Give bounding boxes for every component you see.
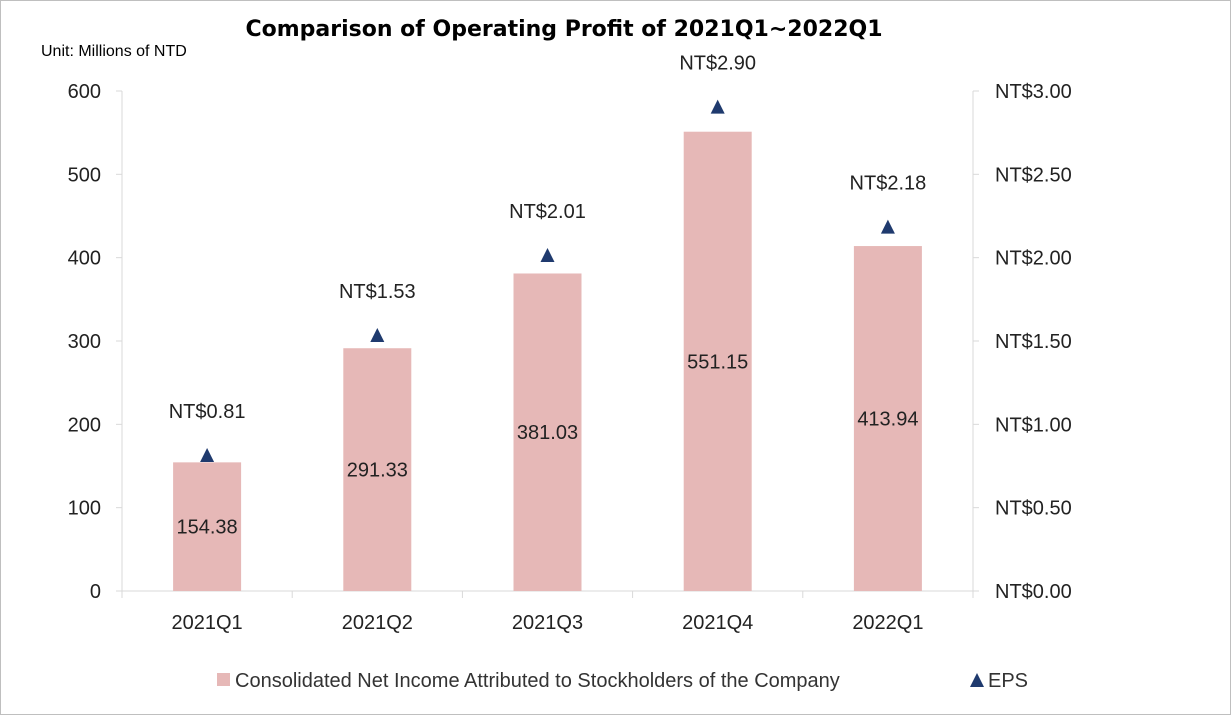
eps-marker [880, 219, 895, 234]
left-axis-tick-label: 100 [68, 498, 101, 520]
left-axis-tick-label: 200 [68, 414, 101, 436]
bar-value-label: 413.94 [857, 409, 918, 431]
eps-series: NT$0.81 NT$1.53 NT$2.01 NT$2.90 NT$2.18 [169, 53, 927, 462]
eps-value-label: NT$2.90 [679, 53, 756, 75]
x-axis-tick-label: 2021Q2 [342, 612, 413, 634]
right-axis-tick-label: NT$2.00 [995, 248, 1072, 270]
eps-marker [370, 328, 385, 342]
x-axis-tick-label: 2022Q1 [852, 612, 923, 634]
legend-label-net-income: Consolidated Net Income Attributed to St… [235, 670, 840, 692]
legend: Consolidated Net Income Attributed to St… [217, 670, 1028, 692]
left-axis-tick-label: 0 [90, 581, 101, 603]
bar-series: 154.38 291.33 381.03 551.15 413.94 [173, 131, 922, 592]
bar-value-label: 551.15 [687, 351, 748, 373]
right-axis-tick-label: NT$0.00 [995, 581, 1072, 603]
eps-marker [710, 99, 725, 114]
legend-swatch-net-income [217, 673, 230, 686]
left-axis-tick-label: 300 [68, 331, 101, 353]
eps-value-label: NT$0.81 [169, 401, 246, 423]
right-axis-tick-label: NT$3.00 [995, 81, 1072, 103]
left-axis-tick-label: 500 [68, 164, 101, 186]
chart-title: Comparison of Operating Profit of 2021Q1… [245, 17, 882, 42]
eps-value-label: NT$1.53 [339, 281, 416, 303]
bar [683, 131, 752, 592]
bar-value-label: 381.03 [517, 422, 578, 444]
bar [343, 348, 412, 591]
right-axis-tick-label: NT$1.50 [995, 331, 1072, 353]
bar [853, 246, 922, 592]
eps-marker [200, 448, 215, 462]
right-axis-tick-label: NT$0.50 [995, 498, 1072, 520]
legend-label-eps: EPS [988, 670, 1028, 692]
right-axis-tick-label: NT$2.50 [995, 164, 1072, 186]
bar [513, 273, 582, 591]
left-axis-tick-label: 400 [68, 248, 101, 270]
eps-value-label: NT$2.01 [509, 201, 586, 223]
eps-value-label: NT$2.18 [850, 173, 927, 195]
bar-value-label: 154.38 [177, 517, 238, 539]
right-axis-tick-label: NT$1.00 [995, 414, 1072, 436]
unit-note: Unit: Millions of NTD [41, 43, 187, 60]
bar [173, 462, 242, 591]
left-axis-tick-label: 600 [68, 81, 101, 103]
axes: 0 100 200 300 400 500 600 NT$0.00 NT$0.50 NT$1.00… [68, 81, 1072, 634]
legend-marker-eps [970, 673, 984, 687]
eps-marker [540, 248, 555, 262]
x-axis-tick-label: 2021Q3 [512, 612, 583, 634]
x-axis-tick-label: 2021Q1 [172, 612, 243, 634]
x-axis-tick-label: 2021Q4 [682, 612, 753, 634]
bar-value-label: 291.33 [347, 460, 408, 482]
